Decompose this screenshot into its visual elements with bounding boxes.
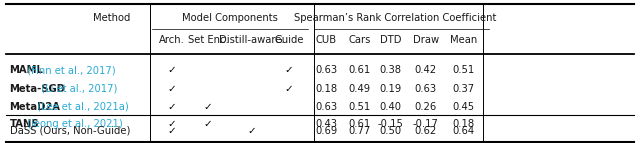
Text: Draw: Draw [413, 35, 438, 45]
Text: 0.45: 0.45 [452, 102, 474, 112]
Text: Distill-aware.: Distill-aware. [219, 35, 284, 45]
Text: 0.38: 0.38 [380, 65, 401, 75]
Text: 0.49: 0.49 [349, 84, 371, 94]
Text: 0.69: 0.69 [316, 126, 337, 136]
Text: ✓: ✓ [285, 84, 294, 94]
Text: 0.63: 0.63 [316, 65, 337, 75]
Text: 0.62: 0.62 [415, 126, 436, 136]
Text: TANS: TANS [10, 119, 39, 129]
Text: 0.51: 0.51 [349, 102, 371, 112]
Text: DTD: DTD [380, 35, 401, 45]
Text: -0.15: -0.15 [378, 119, 403, 129]
Text: (Jeong et al., 2021): (Jeong et al., 2021) [24, 119, 122, 129]
Text: 0.26: 0.26 [415, 102, 436, 112]
Text: Guide: Guide [275, 35, 304, 45]
Text: 0.61: 0.61 [349, 65, 371, 75]
Text: Meta-SGD: Meta-SGD [10, 84, 65, 94]
Text: Mean: Mean [450, 35, 477, 45]
Text: 0.42: 0.42 [415, 65, 436, 75]
Text: ✓: ✓ [285, 65, 294, 75]
Text: (Li et al., 2017): (Li et al., 2017) [38, 84, 117, 94]
Text: DaSS (Ours, Non-Guide): DaSS (Ours, Non-Guide) [10, 126, 130, 136]
Text: Arch.: Arch. [159, 35, 184, 45]
Text: 0.63: 0.63 [415, 84, 436, 94]
Text: ✓: ✓ [167, 84, 176, 94]
Text: 0.40: 0.40 [380, 102, 401, 112]
Text: 0.18: 0.18 [316, 84, 337, 94]
Text: ✓: ✓ [167, 126, 176, 136]
Text: 0.64: 0.64 [452, 126, 474, 136]
Text: Set Enc.: Set Enc. [188, 35, 228, 45]
Text: 0.19: 0.19 [380, 84, 401, 94]
Text: ✓: ✓ [167, 65, 176, 75]
Text: Spearman’s Rank Correlation Coefficient: Spearman’s Rank Correlation Coefficient [294, 13, 496, 23]
Text: ✓: ✓ [167, 102, 176, 112]
Text: 0.50: 0.50 [380, 126, 401, 136]
Text: (Finn et al., 2017): (Finn et al., 2017) [24, 65, 115, 75]
Text: 0.18: 0.18 [452, 119, 474, 129]
Text: CUB: CUB [316, 35, 337, 45]
Text: 0.63: 0.63 [316, 102, 337, 112]
Text: Model Components: Model Components [182, 13, 278, 23]
Text: ✓: ✓ [204, 119, 212, 129]
Text: 0.61: 0.61 [349, 119, 371, 129]
Text: ✓: ✓ [247, 126, 256, 136]
Text: (Lee et al., 2021a): (Lee et al., 2021a) [35, 102, 129, 112]
Text: 0.37: 0.37 [452, 84, 474, 94]
Text: MAML: MAML [10, 65, 44, 75]
Text: -0.17: -0.17 [413, 119, 438, 129]
Text: Method: Method [93, 13, 131, 23]
Text: 0.77: 0.77 [349, 126, 371, 136]
Text: 0.51: 0.51 [452, 65, 474, 75]
Text: ✓: ✓ [167, 119, 176, 129]
Text: ✓: ✓ [204, 102, 212, 112]
Text: Cars: Cars [349, 35, 371, 45]
Text: 0.43: 0.43 [316, 119, 337, 129]
Text: MetaD2A: MetaD2A [10, 102, 61, 112]
